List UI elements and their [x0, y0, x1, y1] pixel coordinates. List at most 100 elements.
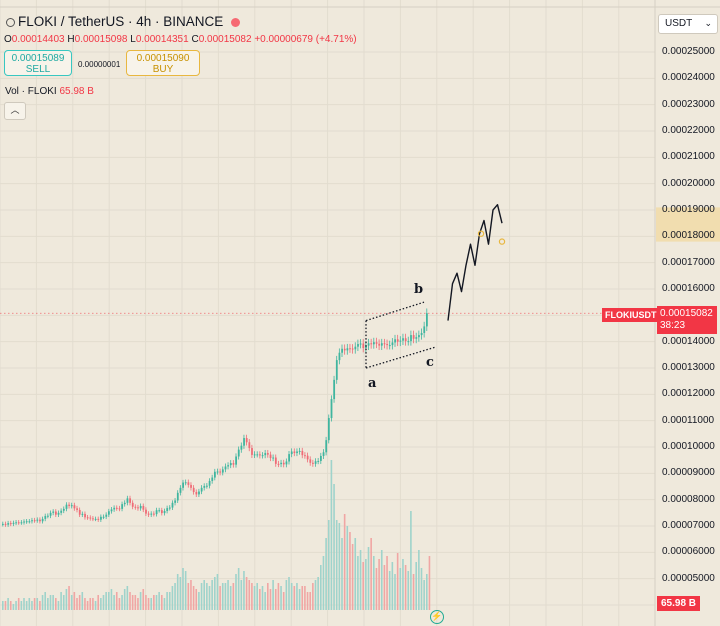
price-axis-label: 0.00010000 — [662, 441, 715, 452]
volume-bar — [338, 523, 341, 610]
volume-bar — [25, 601, 28, 610]
candle-body — [52, 511, 55, 513]
currency-select[interactable]: USDT ⌄ — [658, 14, 718, 34]
wave-label-b[interactable]: b — [414, 282, 424, 297]
volume-bar — [39, 601, 41, 610]
volume-value: 65.98 B — [59, 86, 94, 97]
candle-body — [2, 523, 4, 525]
volume-bar — [55, 598, 57, 610]
candle-body — [288, 454, 290, 462]
volume-bar — [2, 601, 4, 610]
candle-body — [158, 510, 161, 512]
candle-body — [97, 518, 100, 520]
buy-price: 0.00015090 — [136, 53, 190, 64]
candle-body — [407, 341, 410, 343]
volume-bar — [272, 580, 274, 610]
ohlc-legend: O0.00014403 H0.00015098 L0.00014351 C0.0… — [4, 34, 357, 45]
lightning-icon[interactable]: ⚡ — [430, 610, 444, 624]
price-axis-label: 0.00024000 — [662, 72, 715, 84]
volume-bar — [142, 589, 145, 610]
price-axis-label: 0.00007000 — [662, 520, 715, 531]
candle-body — [341, 348, 343, 353]
chevron-up-icon: ︿ — [10, 105, 20, 115]
low-value: 0.00014351 — [135, 34, 189, 45]
volume-bar — [44, 592, 46, 610]
volume-bar — [428, 556, 431, 610]
collapse-legend-button[interactable]: ︿ — [4, 102, 26, 120]
volume-bar — [134, 595, 137, 610]
candle-body — [44, 515, 47, 519]
volume-bar — [256, 583, 258, 610]
sell-button[interactable]: 0.00015089 SELL — [4, 50, 72, 76]
candle-body — [176, 492, 179, 501]
candle-body — [39, 519, 41, 522]
candle-body — [256, 454, 259, 456]
candle-body — [137, 507, 139, 509]
volume-bar — [65, 589, 68, 610]
volume-legend[interactable]: Vol · FLOKI 65.98 B — [5, 86, 94, 97]
change-value: +0.00000679 (+4.71%) — [254, 34, 357, 45]
candle-body — [28, 521, 31, 523]
volume-bar — [333, 484, 335, 610]
volume-bar — [203, 580, 205, 610]
candle-body — [153, 513, 155, 515]
candle-body — [123, 502, 126, 505]
volume-bar — [192, 586, 195, 610]
candle-body — [118, 508, 121, 510]
volume-bar — [420, 568, 423, 610]
volume-bar — [195, 589, 198, 610]
symbol-title[interactable]: FLOKI / TetherUS · 4h · BINANCE — [18, 14, 224, 29]
volume-bar — [367, 547, 370, 610]
candle-body — [237, 449, 240, 457]
candle-body — [412, 335, 415, 339]
candle-body — [272, 457, 275, 459]
volume-bar — [343, 514, 346, 610]
candle-body — [354, 346, 357, 350]
volume-bar — [402, 559, 404, 610]
volume-bar — [394, 574, 396, 610]
volume-bar — [375, 568, 378, 610]
volume-bar — [73, 592, 76, 610]
wave-label-a[interactable]: a — [368, 376, 377, 391]
buy-button[interactable]: 0.00015090 BUY — [126, 50, 200, 76]
candle-body — [147, 513, 150, 515]
volume-bar — [349, 532, 351, 610]
volume-bar — [264, 592, 266, 610]
volume-bar — [7, 598, 9, 610]
volume-bar — [314, 580, 317, 610]
volume-bar — [57, 601, 60, 610]
wave-label-c[interactable]: c — [426, 355, 434, 370]
price-axis-label: 0.00011000 — [662, 414, 715, 426]
volume-bar — [359, 550, 362, 610]
candle-body — [49, 512, 52, 516]
candle-body — [325, 440, 328, 453]
candle-body — [81, 513, 84, 515]
volume-bar — [200, 583, 203, 610]
symbol-price-tag: FLOKIUSDT — [602, 308, 660, 322]
price-axis-label: 0.00016000 — [662, 283, 715, 294]
candle-body — [17, 522, 20, 524]
volume-bar — [126, 586, 129, 610]
volume-bar — [383, 565, 386, 610]
candle-body — [322, 452, 325, 456]
candle-body — [36, 519, 39, 521]
candle-body — [68, 504, 71, 506]
projection-marker — [477, 230, 485, 237]
volume-bar — [76, 598, 78, 610]
volume-bar — [94, 601, 97, 610]
candle-body — [33, 520, 36, 522]
candle-body — [312, 462, 314, 464]
candle-body — [110, 509, 113, 512]
bar-countdown: 38:23 — [660, 320, 686, 331]
candle-body — [426, 313, 428, 327]
candle-body — [420, 332, 423, 336]
candle-body — [31, 520, 33, 522]
candle-body — [94, 518, 97, 520]
candle-body — [47, 515, 49, 517]
chevron-down-icon: ⌄ — [704, 18, 712, 28]
volume-bar — [52, 595, 54, 610]
candle-body — [227, 465, 230, 467]
candle-body — [60, 510, 63, 513]
